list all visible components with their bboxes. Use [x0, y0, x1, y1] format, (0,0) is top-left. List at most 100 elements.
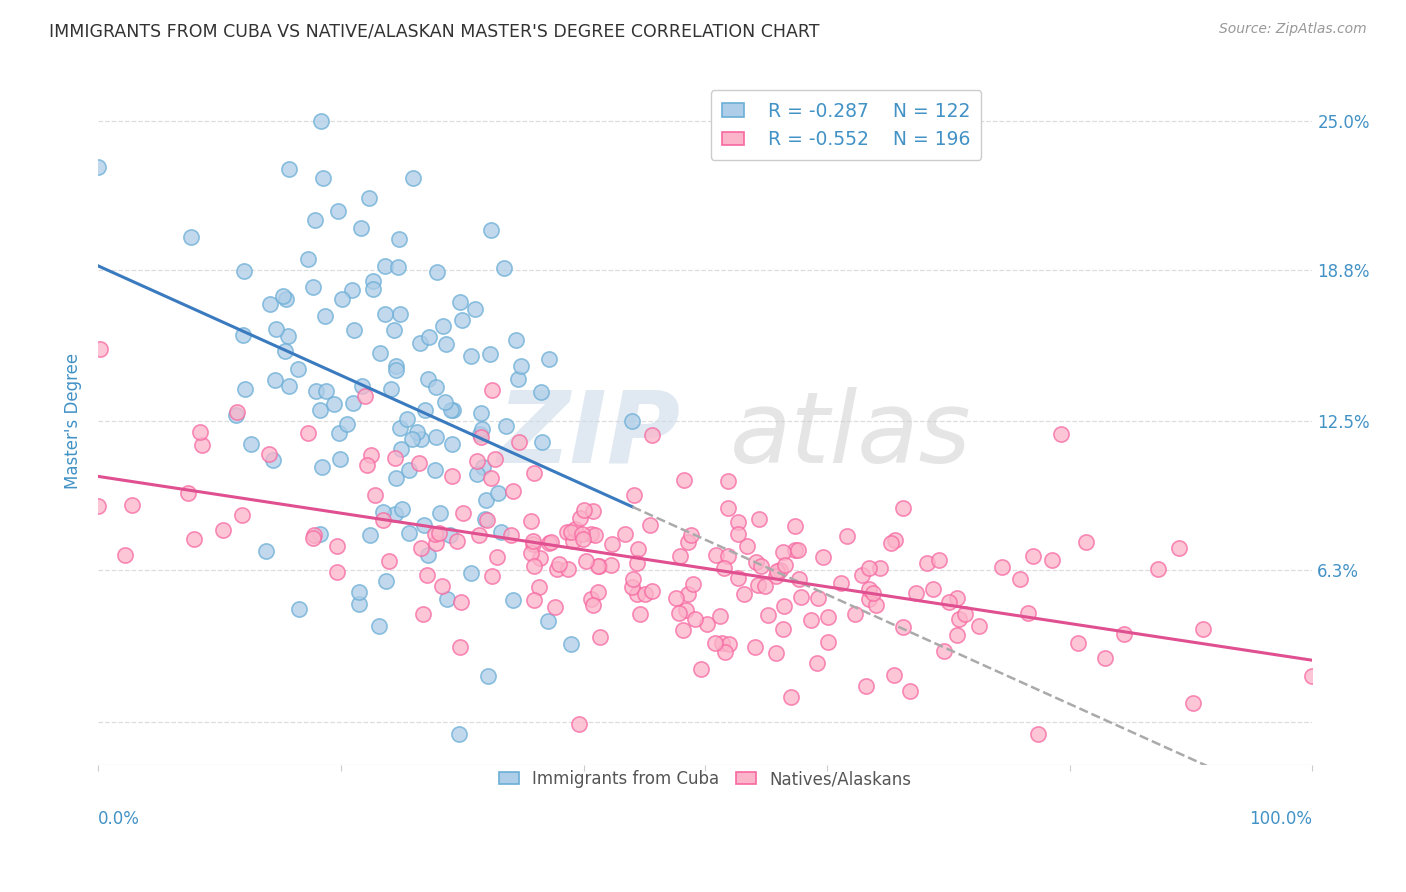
Point — [623, 487, 645, 501]
Point — [807, 591, 830, 605]
Point — [384, 451, 406, 466]
Point — [374, 574, 396, 589]
Point — [477, 669, 499, 683]
Point — [696, 617, 718, 632]
Point — [398, 463, 420, 477]
Point — [844, 607, 866, 622]
Point — [434, 395, 457, 409]
Point — [568, 510, 591, 524]
Point — [1192, 623, 1215, 637]
Point — [440, 468, 463, 483]
Point — [361, 274, 384, 288]
Point — [231, 327, 253, 342]
Point — [626, 587, 648, 601]
Point — [817, 635, 839, 649]
Point — [326, 566, 349, 580]
Point — [683, 612, 706, 626]
Point — [765, 568, 787, 582]
Point — [508, 372, 530, 386]
Point — [423, 526, 446, 541]
Point — [177, 486, 200, 500]
Point — [360, 448, 382, 462]
Point — [783, 542, 806, 557]
Point — [439, 528, 461, 542]
Point — [1301, 669, 1323, 683]
Point — [634, 586, 657, 600]
Point — [460, 349, 482, 363]
Point — [704, 636, 727, 650]
Point — [464, 301, 486, 316]
Point — [409, 433, 432, 447]
Point — [502, 483, 524, 498]
Point — [883, 533, 905, 547]
Point — [474, 512, 496, 526]
Point — [364, 488, 387, 502]
Point — [529, 580, 551, 594]
Point — [953, 607, 976, 622]
Point — [689, 662, 711, 676]
Point — [538, 351, 561, 366]
Point — [326, 539, 349, 553]
Point — [773, 599, 796, 613]
Point — [309, 113, 332, 128]
Point — [264, 322, 287, 336]
Point — [190, 438, 212, 452]
Point — [235, 383, 257, 397]
Point — [679, 527, 702, 541]
Point — [271, 289, 294, 303]
Point — [641, 583, 664, 598]
Point — [468, 527, 491, 541]
Point — [449, 727, 471, 741]
Point — [225, 408, 247, 422]
Point — [505, 333, 527, 347]
Point — [560, 636, 582, 650]
Point — [588, 559, 610, 574]
Point — [323, 397, 346, 411]
Point — [436, 591, 458, 606]
Text: IMMIGRANTS FROM CUBA VS NATIVE/ALASKAN MASTER'S DEGREE CORRELATION CHART: IMMIGRANTS FROM CUBA VS NATIVE/ALASKAN M… — [49, 22, 820, 40]
Point — [232, 264, 254, 278]
Point — [467, 467, 489, 481]
Point — [586, 559, 609, 574]
Point — [489, 525, 512, 540]
Point — [627, 542, 650, 557]
Point — [412, 607, 434, 622]
Point — [568, 717, 591, 731]
Point — [628, 607, 651, 621]
Point — [869, 561, 891, 575]
Point — [830, 575, 852, 590]
Point — [676, 587, 699, 601]
Point — [384, 507, 406, 521]
Point — [540, 535, 562, 549]
Point — [579, 592, 602, 607]
Point — [1008, 572, 1031, 586]
Point — [484, 452, 506, 467]
Point — [432, 319, 454, 334]
Point — [745, 555, 768, 569]
Point — [481, 383, 503, 397]
Point — [520, 514, 543, 528]
Point — [305, 384, 328, 399]
Point — [800, 614, 823, 628]
Point — [350, 379, 373, 393]
Point — [389, 442, 412, 456]
Point — [787, 543, 810, 558]
Point — [748, 512, 770, 526]
Point — [817, 609, 839, 624]
Point — [188, 425, 211, 439]
Point — [747, 578, 769, 592]
Point — [460, 566, 482, 581]
Point — [790, 591, 813, 605]
Point — [858, 582, 880, 596]
Point — [481, 569, 503, 583]
Point — [388, 232, 411, 246]
Point — [449, 640, 471, 654]
Point — [446, 534, 468, 549]
Point — [418, 330, 440, 344]
Point — [880, 536, 903, 550]
Point — [523, 466, 546, 480]
Point — [311, 459, 333, 474]
Point — [727, 527, 749, 541]
Point — [263, 373, 285, 387]
Point — [342, 395, 364, 409]
